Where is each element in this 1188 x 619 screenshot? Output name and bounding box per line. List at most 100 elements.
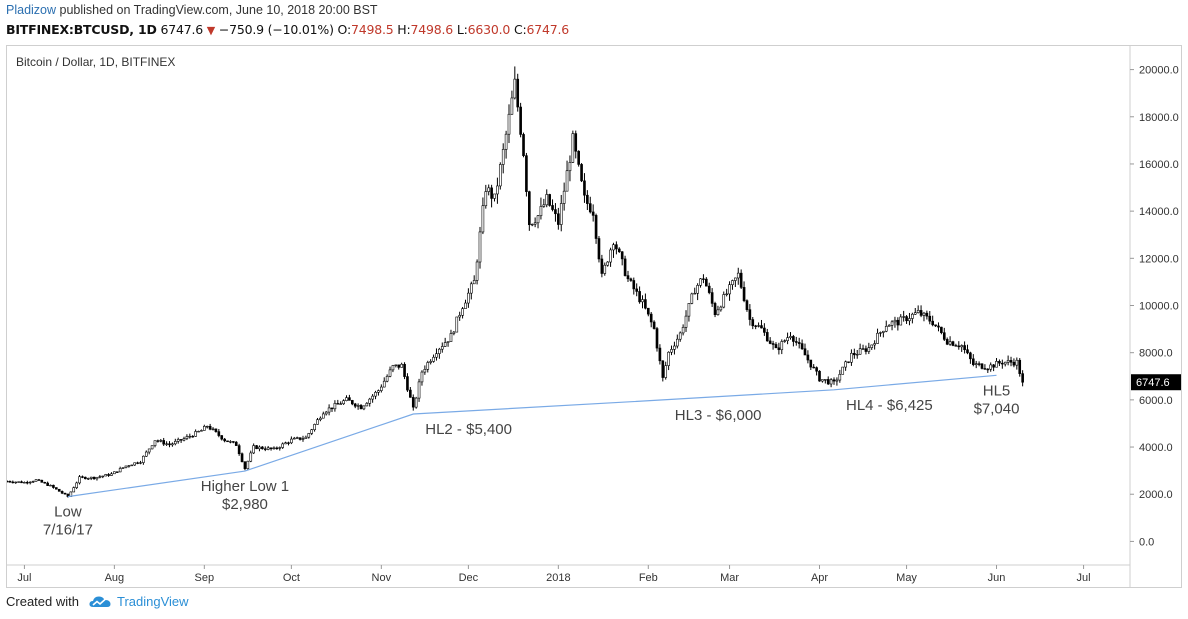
- candle-body: [916, 310, 920, 313]
- candle-body: [380, 386, 383, 391]
- candle-body: [205, 425, 209, 428]
- candle-body: [748, 309, 752, 320]
- candle-body: [678, 332, 682, 340]
- candle-body: [945, 339, 949, 345]
- candle-body: [870, 344, 874, 348]
- candle-body: [629, 278, 633, 281]
- candle-body: [797, 342, 801, 344]
- tradingview-brand[interactable]: TradingView: [116, 594, 189, 609]
- candle-body: [84, 476, 87, 480]
- candle-body: [34, 479, 38, 482]
- candle-body: [693, 292, 697, 295]
- candle-body: [249, 452, 253, 462]
- candle-body: [397, 364, 401, 368]
- candle-body: [423, 369, 427, 373]
- y-tick-label: 8000.0: [1139, 348, 1173, 360]
- candle-body: [121, 467, 125, 469]
- candle-body: [75, 482, 78, 488]
- candle-body: [676, 338, 679, 347]
- candle-body: [345, 397, 348, 401]
- candle-body: [475, 261, 479, 281]
- candle-body: [173, 441, 177, 445]
- candle-body: [673, 345, 676, 350]
- candle-body: [171, 443, 174, 446]
- candle-body: [983, 368, 987, 370]
- candle-body: [266, 447, 270, 450]
- candle-body: [974, 363, 978, 365]
- candle-body: [232, 441, 235, 443]
- candle-body: [588, 203, 592, 213]
- candle-body: [942, 332, 946, 340]
- price-chart[interactable]: Bitcoin / Dollar, 1D, BITFINEX 0.0 2000.0 4…: [7, 46, 1181, 587]
- candle-body: [545, 194, 549, 206]
- candle-body: [794, 341, 798, 343]
- candle-body: [20, 481, 23, 484]
- tradingview-cloud-icon[interactable]: [89, 595, 111, 609]
- chart-frame[interactable]: Bitcoin / Dollar, 1D, BITFINEX 0.0 2000.0 4…: [6, 45, 1182, 588]
- candle-body: [1021, 373, 1024, 383]
- candle-body: [185, 436, 189, 439]
- candle-body: [258, 446, 261, 450]
- candle-body: [469, 283, 473, 294]
- candle-body: [115, 471, 119, 473]
- candle-body: [368, 398, 372, 404]
- candle-body: [1012, 361, 1016, 366]
- candle-body: [522, 134, 525, 156]
- candle-body: [594, 215, 598, 239]
- candle-body: [539, 206, 543, 217]
- candle-body: [823, 379, 827, 381]
- candle-body: [542, 204, 546, 207]
- x-tick-label: Oct: [283, 572, 300, 584]
- candle-body: [890, 321, 894, 326]
- candle-body: [298, 437, 302, 440]
- candle-body: [243, 461, 247, 469]
- candle-body: [55, 487, 58, 490]
- candle-body: [623, 258, 627, 276]
- candle-body: [139, 462, 142, 464]
- candle-body: [826, 379, 830, 385]
- candle-body: [284, 442, 287, 445]
- publisher-username[interactable]: Pladizow: [6, 3, 57, 17]
- candle-body: [287, 442, 290, 444]
- candle-body: [913, 312, 917, 315]
- low-value: 6630.0: [467, 22, 511, 37]
- open-label: O:: [337, 22, 352, 37]
- x-tick-label: May: [896, 572, 917, 584]
- created-with-label: Created with: [6, 594, 79, 609]
- candle-body: [719, 306, 723, 311]
- candle-body: [908, 318, 911, 322]
- candle-body: [496, 185, 499, 195]
- candle-body: [609, 249, 612, 263]
- candle-body: [142, 455, 145, 463]
- candle-body: [922, 312, 926, 316]
- last-price: 6747.6: [160, 22, 203, 37]
- candle-body: [844, 361, 847, 368]
- candle-body: [179, 439, 183, 441]
- candle-body: [162, 440, 166, 445]
- candle-body: [17, 481, 20, 483]
- higher-lows-trendline: [67, 374, 997, 498]
- candle-body: [101, 475, 105, 478]
- candle-body: [603, 264, 607, 274]
- candle-body: [417, 381, 421, 399]
- candle-body: [194, 431, 197, 437]
- candle-body: [359, 405, 363, 410]
- candle-body: [350, 400, 354, 405]
- candle-body: [92, 476, 96, 480]
- candle-body: [510, 97, 514, 115]
- candle-body: [110, 473, 113, 476]
- candle-body: [716, 309, 720, 316]
- candle-body: [313, 424, 316, 431]
- candle-body: [835, 379, 839, 382]
- candle-body: [722, 294, 726, 308]
- x-tick-label: Jun: [988, 572, 1006, 584]
- candle-body: [188, 435, 192, 438]
- candle-body: [60, 491, 64, 494]
- candle-body: [742, 287, 746, 301]
- x-tick-label: Sep: [195, 572, 215, 584]
- candle-body: [435, 353, 438, 358]
- candle-body: [597, 238, 601, 260]
- candle-body: [504, 133, 508, 150]
- candle-body: [182, 438, 186, 441]
- candle-body: [513, 78, 517, 99]
